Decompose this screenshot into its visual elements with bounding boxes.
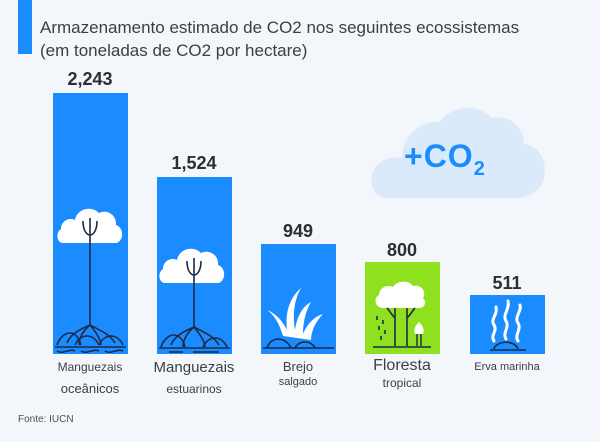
co2-badge-prefix: +CO: [404, 138, 474, 174]
bar-label-manguezais-oceanicos: Manguezais oceânicos: [25, 360, 155, 396]
ocean-mangrove-icon: [55, 208, 126, 354]
bar-value-manguezais-oceanicos: 2,243: [67, 69, 113, 89]
co2-badge-text: +CO2: [404, 138, 486, 181]
seagrass-icon: [490, 299, 526, 351]
bar-label-line2: salgado: [278, 376, 318, 388]
bar-brejo-salgado: [261, 244, 336, 354]
bar-label-manguezais-estuarinos: Manguezais estuarinos: [129, 359, 259, 396]
bar-label-line2: estuarinos: [166, 382, 222, 396]
co2-badge-subscript: 2: [473, 158, 486, 180]
salt-marsh-grass-icon: [263, 288, 334, 349]
bar-label-line1: Brejo: [282, 359, 314, 374]
bar-label-line1: Erva marinha: [474, 361, 540, 373]
co2-cloud-icon: [371, 107, 546, 198]
bar-floresta-tropical: [365, 262, 440, 354]
tropical-tree-icon: [373, 281, 431, 348]
bar-label-floresta-tropical: Floresta tropical: [337, 357, 467, 390]
bar-manguezais-oceanicos: [53, 93, 128, 354]
bar-label-erva-marinha: Erva marinha: [442, 361, 572, 373]
bar-value-erva-marinha: 511: [492, 273, 522, 293]
estuarine-mangrove-icon: [159, 248, 230, 353]
bar-value-manguezais-estuarinos: 1,524: [171, 153, 217, 173]
bar-manguezais-estuarinos: [157, 177, 232, 354]
bar-label-line1: Floresta: [373, 357, 431, 374]
title-accent-bar: [18, 0, 32, 54]
bar-label-line2: oceânicos: [60, 381, 120, 396]
bar-label-line1: Manguezais: [57, 360, 123, 374]
chart-title-line2: (em toneladas de CO2 por hectare): [40, 41, 308, 60]
bar-label-brejo-salgado: Brejo salgado: [233, 359, 363, 388]
source-note: Fonte: IUCN: [18, 414, 74, 425]
chart-title-line1: Armazenamento estimado de CO2 nos seguin…: [40, 18, 520, 37]
bar-label-line2: tropical: [382, 376, 422, 390]
bar-value-floresta-tropical: 800: [386, 240, 418, 260]
bar-label-line1: Manguezais: [153, 359, 235, 376]
bar-value-brejo-salgado: 949: [282, 221, 314, 241]
bar-erva-marinha: [470, 295, 545, 354]
chart-title: Armazenamento estimado de CO2 nos seguin…: [40, 16, 519, 62]
